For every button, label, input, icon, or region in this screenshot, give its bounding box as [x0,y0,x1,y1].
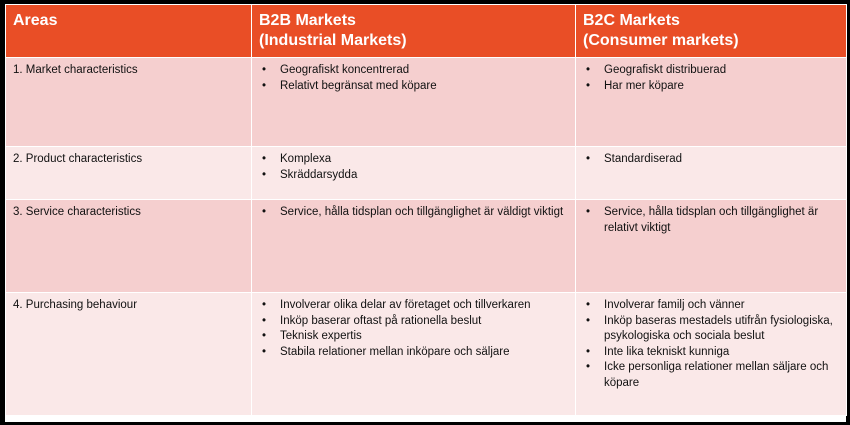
list-item: Service, hålla tidsplan och tillgängligh… [259,205,569,221]
slide-frame: Areas B2B Markets (Industrial Markets) B2… [5,4,847,422]
b2c-cell: Involverar familj och vänner Inköp baser… [575,292,847,416]
list-item: Inte lika tekniskt kunniga [583,345,840,361]
list-item: Standardiserad [583,152,840,168]
area-label: 1. Market characteristics [13,64,138,76]
b2b-cell: Geografiskt koncentrerad Relativt begrän… [251,57,576,147]
comparison-table: Areas B2B Markets (Industrial Markets) B2… [5,4,847,416]
b2b-list: Service, hålla tidsplan och tillgängligh… [259,205,569,221]
area-label: 2. Product characteristics [13,153,143,165]
b2c-list: Service, hålla tidsplan och tillgängligh… [583,205,840,236]
list-item: Involverar familj och vänner [583,298,840,314]
b2b-cell: Komplexa Skräddarsydda [251,146,576,200]
area-cell: 3. Service characteristics [5,199,252,293]
header-b2c-line2: (Consumer markets) [583,32,739,49]
list-item: Geografiskt distribuerad [583,63,840,79]
header-b2c-line1: B2C Markets [583,12,680,29]
area-cell: 2. Product characteristics [5,146,252,200]
header-b2c: B2C Markets (Consumer markets) [575,4,847,58]
b2c-list: Standardiserad [583,152,840,168]
b2b-cell: Service, hålla tidsplan och tillgängligh… [251,199,576,293]
table-row-service: 3. Service characteristics Service, håll… [5,199,847,293]
header-b2b-line1: B2B Markets [259,12,356,29]
area-cell: 1. Market characteristics [5,57,252,147]
list-item: Inköp baserar oftast på rationella beslu… [259,314,569,330]
table-row-product: 2. Product characteristics Komplexa Skrä… [5,146,847,200]
list-item: Inköp baseras mestadels utifrån fysiolog… [583,314,840,345]
list-item: Komplexa [259,152,569,168]
list-item: Stabila relationer mellan inköpare och s… [259,345,569,361]
b2b-list: Komplexa Skräddarsydda [259,152,569,183]
b2b-list: Geografiskt koncentrerad Relativt begrän… [259,63,569,94]
area-label: 4. Purchasing behaviour [13,299,138,311]
b2b-cell: Involverar olika delar av företaget och … [251,292,576,416]
b2b-list: Involverar olika delar av företaget och … [259,298,569,360]
list-item: Icke personliga relationer mellan säljar… [583,360,840,391]
header-b2b-line2: (Industrial Markets) [259,32,407,49]
b2c-cell: Standardiserad [575,146,847,200]
b2c-list: Geografiskt distribuerad Har mer köpare [583,63,840,94]
list-item: Geografiskt koncentrerad [259,63,569,79]
list-item: Relativt begränsat med köpare [259,79,569,95]
b2c-cell: Service, hålla tidsplan och tillgängligh… [575,199,847,293]
list-item: Involverar olika delar av företaget och … [259,298,569,314]
area-label: 3. Service characteristics [13,206,141,218]
list-item: Har mer köpare [583,79,840,95]
header-b2b: B2B Markets (Industrial Markets) [251,4,576,58]
header-row: Areas B2B Markets (Industrial Markets) B2… [5,4,847,58]
table-row-purchasing: 4. Purchasing behaviour Involverar olika… [5,292,847,416]
list-item: Teknisk expertis [259,329,569,345]
table-row-market: 1. Market characteristics Geografiskt ko… [5,57,847,147]
header-areas-label: Areas [13,12,58,29]
area-cell: 4. Purchasing behaviour [5,292,252,416]
b2c-list: Involverar familj och vänner Inköp baser… [583,298,840,391]
list-item: Skräddarsydda [259,168,569,184]
b2c-cell: Geografiskt distribuerad Har mer köpare [575,57,847,147]
header-areas: Areas [5,4,252,58]
list-item: Service, hålla tidsplan och tillgängligh… [583,205,840,236]
